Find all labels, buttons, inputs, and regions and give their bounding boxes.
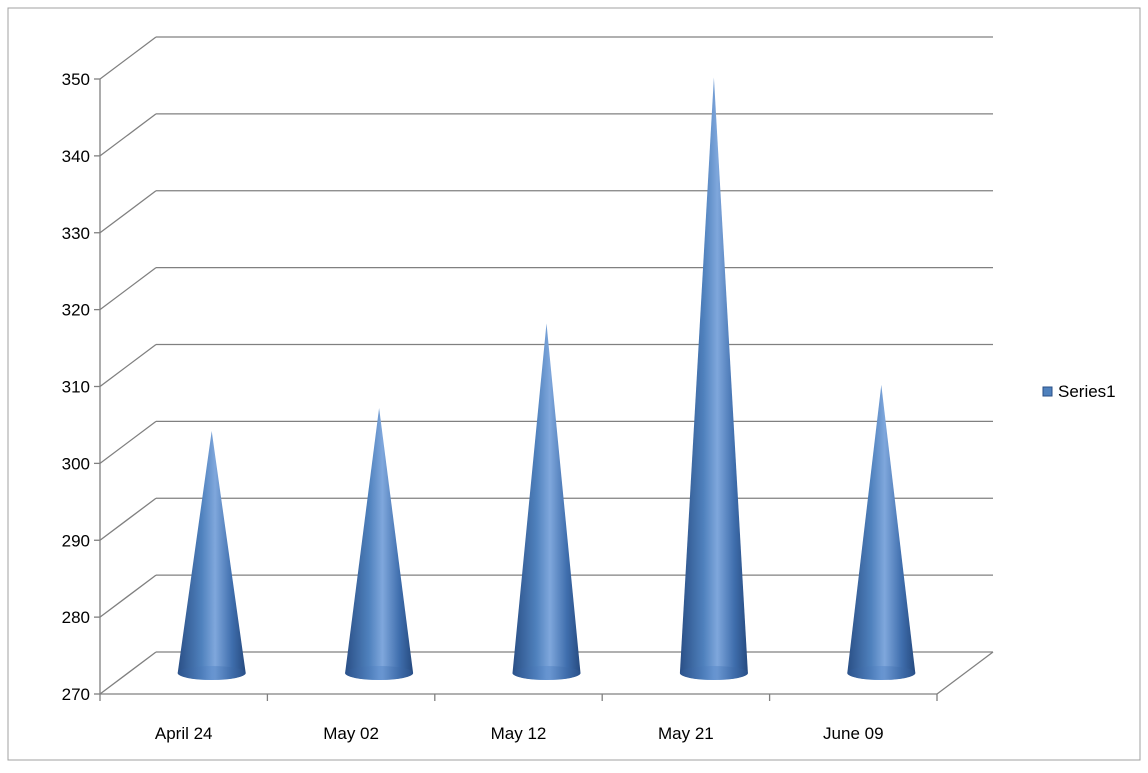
y-tick-label: 340 (62, 147, 90, 166)
legend: Series1 (1042, 382, 1116, 401)
x-tick-label: April 24 (155, 724, 213, 743)
x-tick-label: May 02 (323, 724, 379, 743)
y-tick-label: 300 (62, 454, 90, 473)
cone (177, 431, 246, 680)
side-gridline (99, 420, 157, 464)
cone-base (847, 666, 916, 680)
cone-series (177, 77, 916, 680)
y-tick-label: 280 (62, 608, 90, 627)
cone-base (177, 666, 246, 680)
legend-label: Series1 (1058, 382, 1116, 401)
legend-swatch (1042, 386, 1053, 397)
y-tick-label: 330 (62, 224, 90, 243)
side-gridline (99, 343, 157, 388)
side-gridline (99, 113, 157, 157)
cone-body (679, 77, 748, 680)
side-gridline (99, 651, 157, 695)
y-tick-label: 290 (62, 531, 90, 550)
floor-right-edge (936, 651, 994, 695)
cone-base (345, 666, 414, 680)
y-tick-label: 270 (62, 685, 90, 704)
x-tick-label: May 12 (491, 724, 547, 743)
cone-base (512, 666, 581, 680)
cone-base (679, 666, 748, 680)
x-tick-label: June 09 (823, 724, 884, 743)
x-tick-label: May 21 (658, 724, 714, 743)
side-gridline (99, 497, 157, 541)
cone-body (177, 431, 246, 680)
side-gridline (99, 267, 157, 311)
cone-body (345, 407, 414, 680)
y-tick-label: 320 (62, 301, 90, 320)
cone-body (847, 384, 916, 680)
side-gridline (99, 574, 157, 618)
cone (847, 384, 916, 680)
axis-labels: 270 280 290 300 310 320 330 340 350 April 24 May 0… (62, 70, 884, 743)
y-tick-label: 310 (62, 378, 90, 397)
cone-body (512, 323, 581, 680)
side-gridline (99, 190, 157, 234)
y-tick-label: 350 (62, 70, 90, 89)
cone (512, 323, 581, 680)
cone (345, 407, 414, 680)
side-gridline (99, 36, 157, 80)
gridlines (99, 36, 993, 695)
cone (679, 77, 748, 680)
